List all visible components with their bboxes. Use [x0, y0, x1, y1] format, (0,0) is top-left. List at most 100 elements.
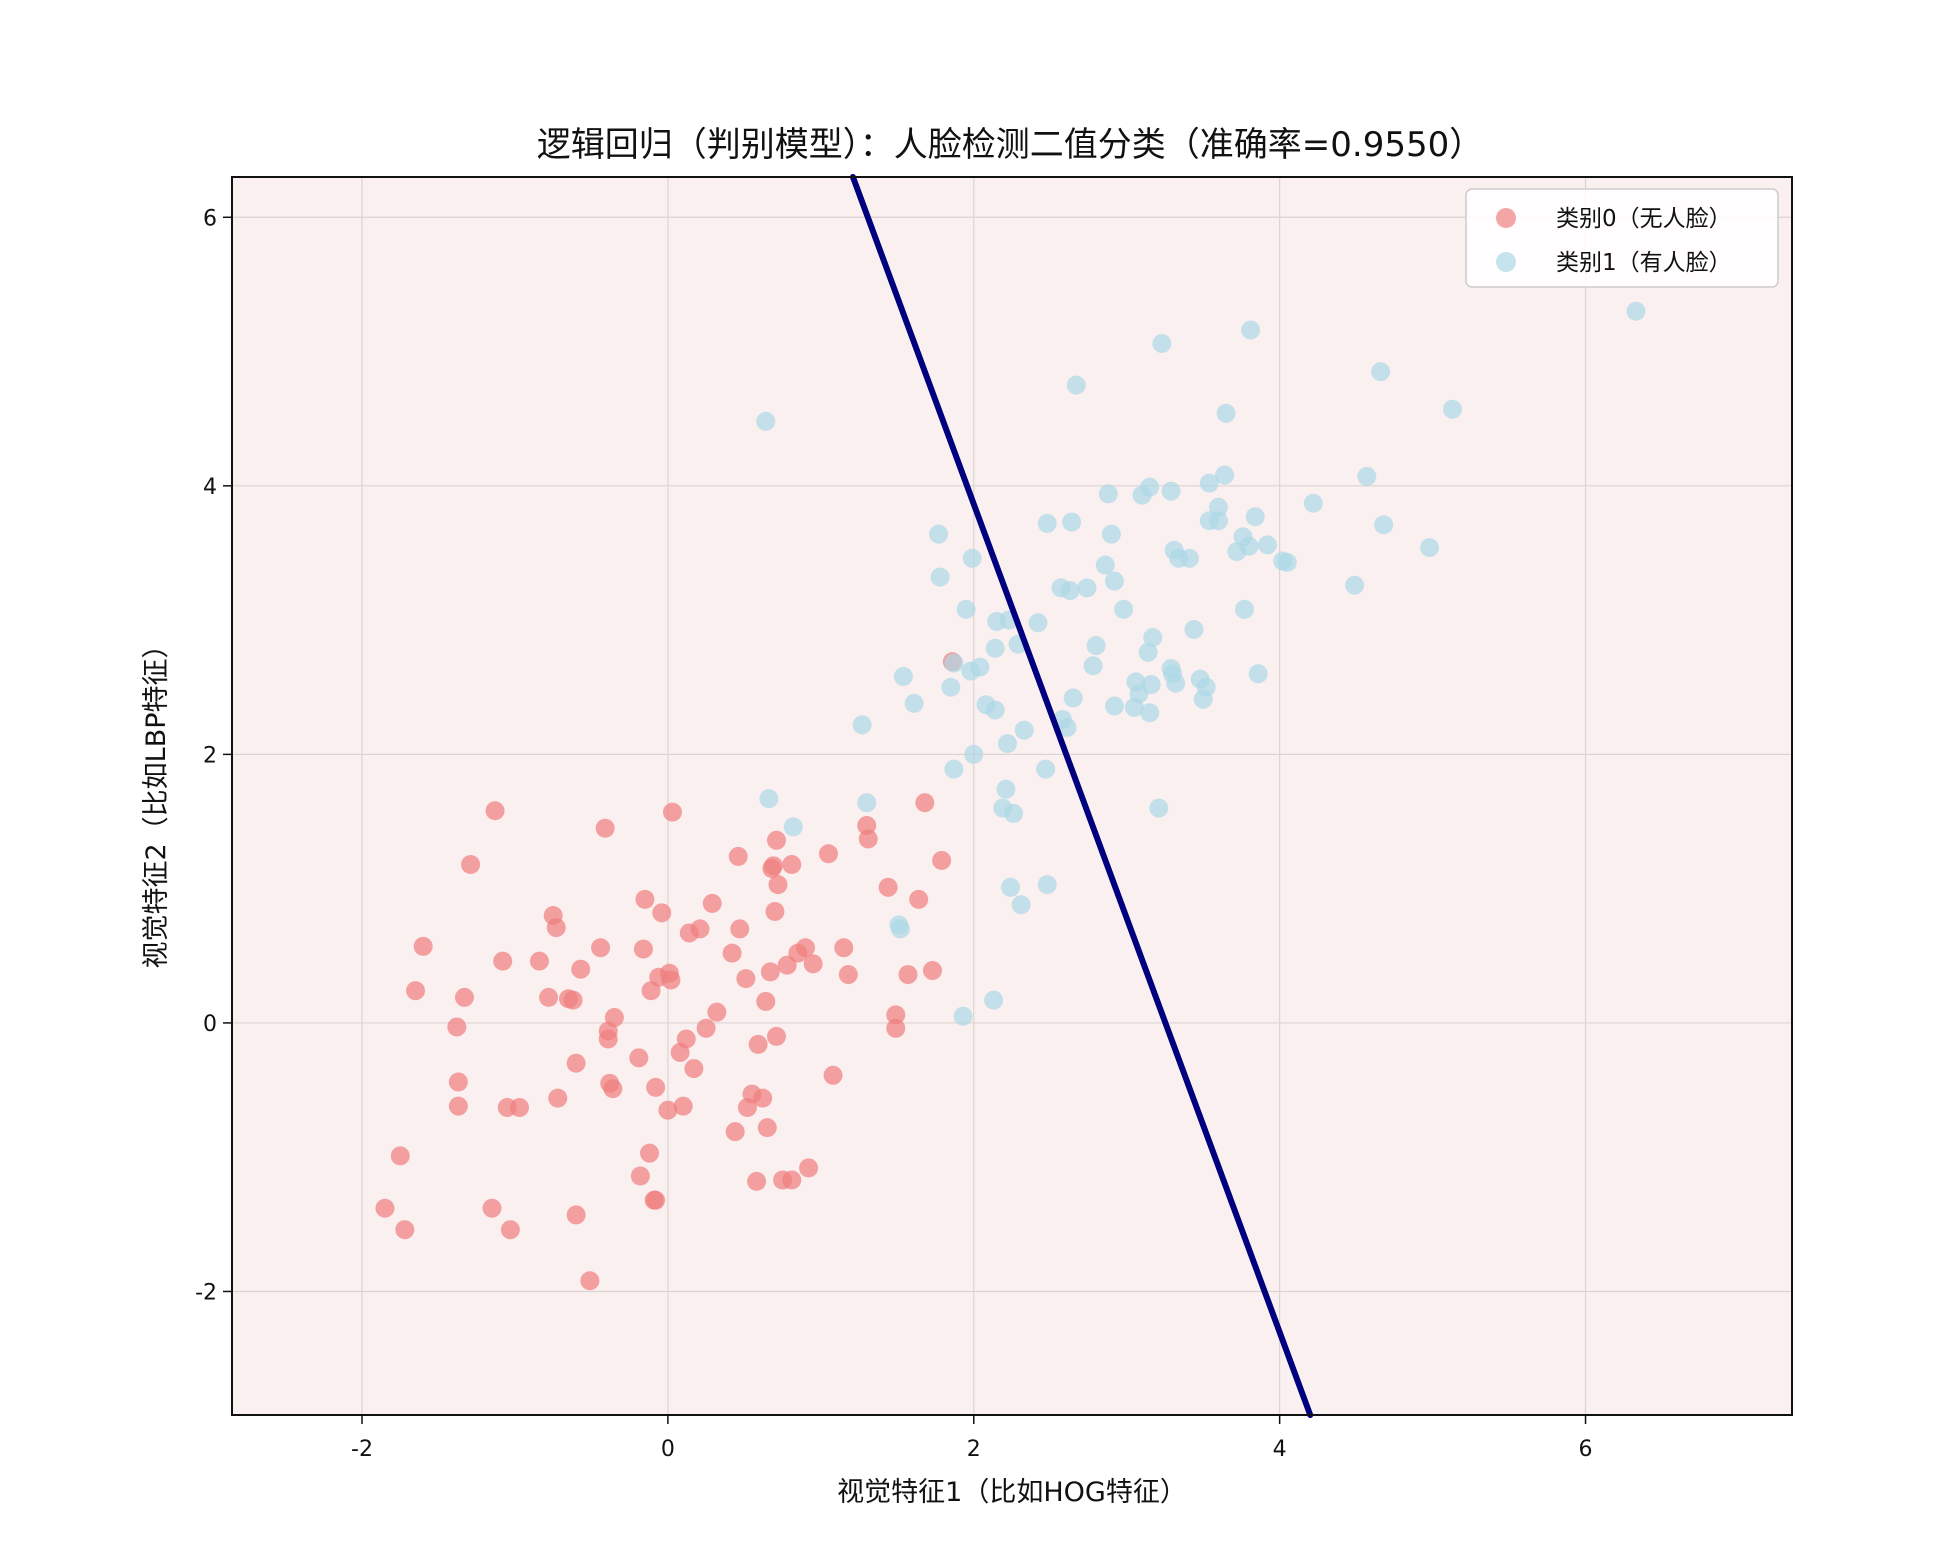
data-point-face [1014, 720, 1034, 740]
data-point-face [985, 700, 1005, 720]
data-point-face [1138, 642, 1158, 662]
data-point-no-face [886, 1005, 906, 1025]
data-point-face [1248, 664, 1268, 684]
data-point-no-face [753, 1088, 773, 1108]
data-point-face [1245, 507, 1265, 527]
data-point-no-face [406, 981, 426, 1001]
y-tick-label: 0 [203, 1012, 217, 1037]
data-point-face [944, 653, 964, 673]
y-tick-label: 2 [203, 743, 217, 768]
data-point-face [1215, 465, 1235, 485]
data-point-no-face [630, 1166, 650, 1186]
data-point-no-face [661, 970, 681, 990]
data-point-face [1000, 877, 1020, 897]
decision-boundary-line [849, 174, 1314, 1418]
data-point-face [1140, 703, 1160, 723]
data-point-no-face [646, 1190, 666, 1210]
data-point-face [930, 567, 950, 587]
data-point-no-face [447, 1017, 467, 1037]
data-point-no-face [604, 1008, 624, 1028]
data-point-face [1037, 513, 1057, 533]
data-point-no-face [482, 1198, 502, 1218]
data-point-no-face [566, 1205, 586, 1225]
data-point-face [1057, 718, 1077, 738]
data-point-no-face [765, 901, 785, 921]
data-point-face [1196, 677, 1216, 697]
data-point-face [1066, 375, 1086, 395]
x-tick-label: 0 [661, 1437, 675, 1462]
x-tick-label: -2 [351, 1437, 373, 1462]
data-point-no-face [886, 1018, 906, 1038]
data-point-no-face [658, 1100, 678, 1120]
data-point-face [852, 715, 872, 735]
data-point-no-face [548, 1088, 568, 1108]
data-point-no-face [673, 1096, 693, 1116]
data-point-face [964, 744, 984, 764]
data-point-no-face [413, 936, 433, 956]
plot-frame [231, 176, 1793, 1416]
data-point-no-face [766, 1026, 786, 1046]
data-point-no-face [898, 965, 918, 985]
data-point-no-face [766, 830, 786, 850]
data-point-no-face [633, 939, 653, 959]
data-point-face [759, 789, 779, 809]
data-point-face [1345, 575, 1365, 595]
data-point-face [970, 657, 990, 677]
data-point-no-face [454, 987, 474, 1007]
data-point-no-face [702, 893, 722, 913]
data-point-no-face [690, 919, 710, 939]
data-point-no-face [390, 1146, 410, 1166]
data-point-face [1357, 466, 1377, 486]
x-axis-label: 视觉特征1（比如HOG特征） [837, 1477, 1187, 1508]
data-point-face [1166, 673, 1186, 693]
data-point-face [1004, 803, 1024, 823]
data-point-no-face [748, 1034, 768, 1054]
data-point-face [1208, 511, 1228, 531]
y-axis-label: 视觉特征2（比如LBP特征） [141, 631, 172, 968]
data-point-no-face [375, 1198, 395, 1218]
data-point-face [1241, 320, 1261, 340]
data-point-face [984, 990, 1004, 1010]
data-point-no-face [782, 854, 802, 874]
data-point-face [1101, 524, 1121, 544]
data-point-no-face [448, 1072, 468, 1092]
data-point-face [1037, 875, 1057, 895]
data-point-face [1184, 620, 1204, 640]
data-point-face [1104, 696, 1124, 716]
data-point-face [1420, 538, 1440, 558]
legend-label-no-face: 类别0（无人脸） [1556, 206, 1732, 232]
legend-box [1465, 188, 1779, 288]
data-point-no-face [725, 1122, 745, 1142]
data-point-no-face [662, 802, 682, 822]
data-point-no-face [493, 951, 513, 971]
data-point-no-face [598, 1029, 618, 1049]
data-point-no-face [799, 1158, 819, 1178]
data-point-no-face [747, 1171, 767, 1191]
data-point-face [996, 779, 1016, 799]
data-point-face [941, 677, 961, 697]
y-tick-label: 4 [203, 475, 217, 500]
data-point-no-face [803, 954, 823, 974]
data-point-face [1303, 493, 1323, 513]
data-point-no-face [696, 1018, 716, 1038]
data-point-face [1098, 484, 1118, 504]
data-point-face [1095, 555, 1115, 575]
data-point-no-face [736, 969, 756, 989]
y-tick-label: 6 [203, 206, 217, 231]
data-point-face [1371, 362, 1391, 382]
data-point-face [1140, 477, 1160, 497]
data-point-no-face [635, 889, 655, 909]
data-point-face [904, 693, 924, 713]
x-axis-ticks: -2 0 2 4 6 [351, 1415, 1593, 1462]
data-point-face [893, 666, 913, 686]
data-point-face [1141, 675, 1161, 695]
chart-title: 逻辑回归（判别模型）：人脸检测二值分类（准确率=0.9550） [537, 125, 1483, 165]
data-point-no-face [763, 856, 783, 876]
data-point-face [1011, 895, 1031, 915]
legend-marker-no-face [1496, 208, 1516, 228]
data-point-no-face [646, 1077, 666, 1097]
data-point-no-face [823, 1065, 843, 1085]
data-point-face [857, 793, 877, 813]
data-point-no-face [448, 1096, 468, 1116]
